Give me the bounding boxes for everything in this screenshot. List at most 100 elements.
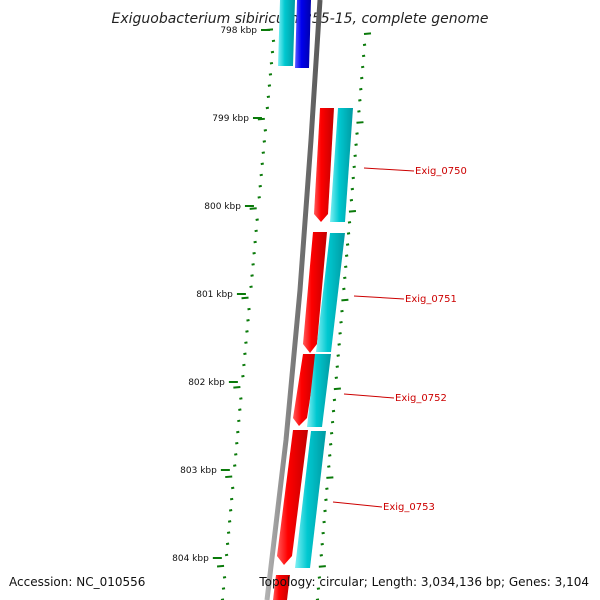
tick-outer	[328, 443, 333, 446]
tick-inner	[222, 576, 227, 579]
tick-outer	[344, 265, 348, 269]
tick-outer	[330, 420, 335, 424]
tick-inner	[235, 441, 239, 445]
tick-inner	[230, 486, 235, 490]
tick-inner	[252, 251, 256, 255]
gene-label-group-0751: Exig_0751	[353, 294, 457, 305]
gene-label-0752[interactable]: Exig_0752	[395, 393, 447, 404]
tick-inner	[237, 419, 241, 423]
tick-label: 803 kbp	[180, 466, 217, 476]
tick-label: 801 kbp	[196, 290, 233, 300]
gene-label-group-0753: Exig_0753	[332, 501, 435, 513]
gene-label-0750[interactable]: Exig_0750	[415, 166, 467, 177]
tick-outer	[362, 43, 367, 47]
tick-inner	[246, 319, 250, 322]
tick-inner	[224, 553, 229, 557]
cds-reverse-0751	[316, 233, 345, 352]
tick-inner	[226, 531, 231, 534]
gene-label-0753[interactable]: Exig_0753	[383, 502, 435, 513]
tick-label: 804 kbp	[172, 554, 209, 564]
tick-outer	[316, 587, 321, 590]
tick-outer	[329, 431, 334, 435]
tick-inner	[262, 140, 267, 143]
tick-outer	[327, 465, 331, 468]
cds-reverse-0753	[295, 431, 326, 568]
tick-inner	[267, 84, 272, 87]
tick-label: 802 kbp	[188, 378, 225, 388]
tick-outer	[323, 509, 327, 513]
tick-outer	[354, 143, 358, 146]
tick-inner	[233, 464, 237, 467]
tick-inner	[236, 430, 240, 434]
tick-inner	[243, 352, 247, 356]
tick-outer	[324, 498, 328, 502]
tick-outer	[341, 298, 349, 302]
tick-inner	[225, 475, 233, 479]
tick-inner	[249, 207, 257, 210]
tick-inner	[244, 341, 248, 344]
tick-outer	[333, 387, 341, 391]
tick-inner	[258, 184, 262, 188]
tick-inner	[251, 263, 255, 266]
tick-inner	[221, 587, 226, 590]
tick-inner	[241, 296, 249, 300]
tick-label: 798 kbp	[220, 26, 257, 36]
tick-outer	[360, 76, 364, 80]
cds-forward-0752	[293, 354, 317, 426]
tick-outer	[338, 332, 342, 335]
tick-inner	[255, 218, 259, 221]
tick-inner	[263, 129, 268, 132]
tick-inner	[257, 196, 261, 199]
cds-forward-bottom	[273, 575, 290, 600]
genome-summary-text: Topology: circular; Length: 3,034,136 bp…	[258, 575, 589, 589]
tick-inner	[260, 162, 264, 166]
cds-reverse-top	[278, 0, 295, 66]
tick-outer	[356, 121, 364, 124]
tick-inner	[233, 386, 241, 389]
tick-outer	[332, 398, 337, 402]
tick-inner	[239, 397, 243, 400]
tick-outer	[331, 409, 336, 413]
tick-label: 799 kbp	[212, 114, 249, 124]
tick-inner	[268, 73, 273, 76]
tick-inner	[238, 408, 242, 411]
tick-inner	[242, 363, 246, 367]
tick-outer	[334, 376, 339, 380]
tick-inner	[247, 307, 251, 311]
tick-inner	[228, 509, 233, 512]
tick-outer	[337, 343, 341, 346]
tick-inner	[250, 274, 254, 277]
tick-inner	[254, 229, 258, 233]
tick-inner	[253, 240, 257, 244]
tick-inner	[234, 453, 238, 456]
tick-inner	[229, 497, 234, 501]
tick-inner	[265, 106, 270, 110]
tick-outer	[348, 209, 357, 213]
accession-text: Accession: NC_010556	[9, 575, 145, 589]
tick-outer	[344, 254, 349, 257]
tick-inner	[216, 564, 225, 568]
tick-inner	[261, 151, 265, 154]
tick-outer	[357, 110, 361, 113]
genome-backbone	[264, 0, 323, 600]
tick-outer	[359, 87, 363, 91]
tick-outer	[325, 487, 329, 491]
tick-outer	[317, 576, 322, 579]
cds-forward-0753	[277, 430, 308, 565]
cds-reverse-0752	[307, 354, 331, 427]
tick-outer	[347, 221, 352, 224]
tick-outer	[350, 187, 355, 191]
tick-outer	[318, 565, 326, 568]
tick-outer	[346, 232, 351, 235]
tick-outer	[321, 531, 325, 535]
tick-outer	[355, 132, 359, 135]
gene-label-group-0752: Exig_0752	[343, 393, 447, 404]
cds-blue-top	[295, 0, 311, 68]
tick-inner	[266, 95, 271, 99]
gene-label-group-0750: Exig_0750	[363, 166, 467, 177]
gene-label-0751[interactable]: Exig_0751	[405, 294, 457, 305]
tick-outer	[322, 520, 326, 524]
tick-inner	[227, 520, 232, 523]
tick-outer	[320, 542, 324, 546]
tick-outer	[319, 554, 323, 557]
